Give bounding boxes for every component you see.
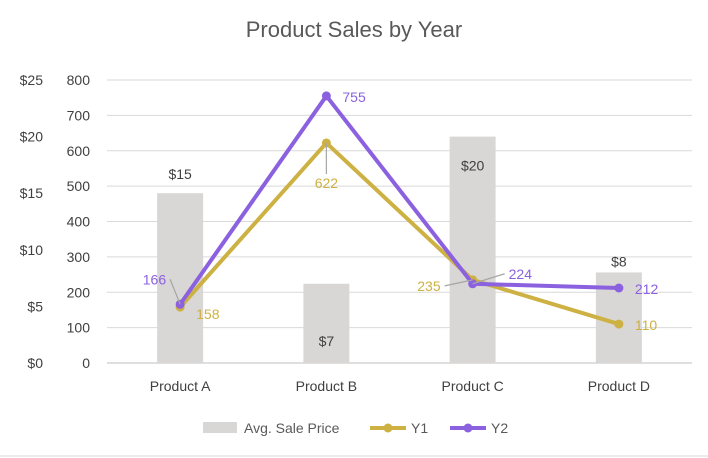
line-data-label-y2: 212: [635, 281, 659, 297]
secondary-axis-tick-label: $5: [27, 298, 43, 314]
primary-axis-tick-label: 600: [67, 143, 91, 159]
category-label: Product B: [296, 378, 357, 394]
series-line-y2: [178, 93, 621, 307]
primary-axis-tick-label: 800: [67, 72, 91, 88]
legend-swatch-marker: [463, 423, 473, 433]
primary-axis-tick-label: 400: [67, 214, 91, 230]
gridlines: [107, 79, 692, 364]
line-data-label-y1: 235: [417, 278, 441, 294]
primary-axis-tick-label: 300: [67, 249, 91, 265]
chart-title: Product Sales by Year: [246, 17, 462, 42]
line-data-label-y2: 755: [342, 89, 366, 105]
bar-series: [157, 136, 642, 363]
category-label: Product A: [150, 378, 211, 394]
secondary-axis-tick-label: $15: [20, 185, 44, 201]
legend-label: Avg. Sale Price: [244, 420, 340, 436]
category-label: Product D: [588, 378, 650, 394]
axes: 0 100 200 300 400 500 600 700 800 $0 $5 $10 $15 $20 $2…: [0, 72, 708, 457]
line-series: [175, 91, 624, 329]
bar: [303, 283, 350, 363]
primary-axis-tick-label: 100: [67, 320, 91, 336]
legend-label: Y2: [491, 420, 508, 436]
bar-data-label: $8: [611, 253, 627, 269]
bar-data-label: $20: [461, 158, 485, 174]
bar-data-label: $15: [168, 166, 192, 182]
category-label: Product C: [442, 378, 504, 394]
line-data-label-y2: 166: [143, 271, 167, 287]
leader-line: [444, 279, 473, 287]
primary-axis-tick-label: 200: [67, 284, 91, 300]
line-data-label-y2: 224: [509, 266, 533, 282]
primary-axis-tick-label: 700: [67, 107, 91, 123]
primary-axis-tick-label: 500: [67, 178, 91, 194]
line-data-label-y1: 110: [635, 317, 658, 333]
series-line-y1: [178, 140, 621, 327]
data-labels: $15 $7 $20 $8 158 622 235 110 166 755 224 212: [143, 89, 659, 349]
bar: [157, 193, 204, 363]
legend-swatch-bar: [203, 422, 237, 433]
leader-line: [169, 279, 181, 305]
secondary-axis-tick-label: $20: [20, 129, 44, 145]
leader-line: [472, 273, 505, 285]
secondary-axis-tick-label: $10: [20, 242, 44, 258]
bar: [449, 136, 496, 363]
legend: Avg. Sale Price Y1 Y2: [203, 420, 508, 436]
data-point: [614, 283, 624, 293]
primary-axis-tick-label: 0: [82, 355, 90, 371]
legend-label: Y1: [411, 420, 428, 436]
data-point: [614, 319, 624, 329]
legend-swatch-marker: [383, 423, 393, 433]
line-data-label-y1: 622: [315, 175, 339, 191]
secondary-axis-tick-label: $0: [27, 355, 43, 371]
secondary-axis-tick-label: $25: [20, 72, 44, 88]
bar-data-label: $7: [319, 333, 335, 349]
data-point: [321, 91, 331, 101]
line-data-label-y1: 158: [196, 306, 220, 322]
